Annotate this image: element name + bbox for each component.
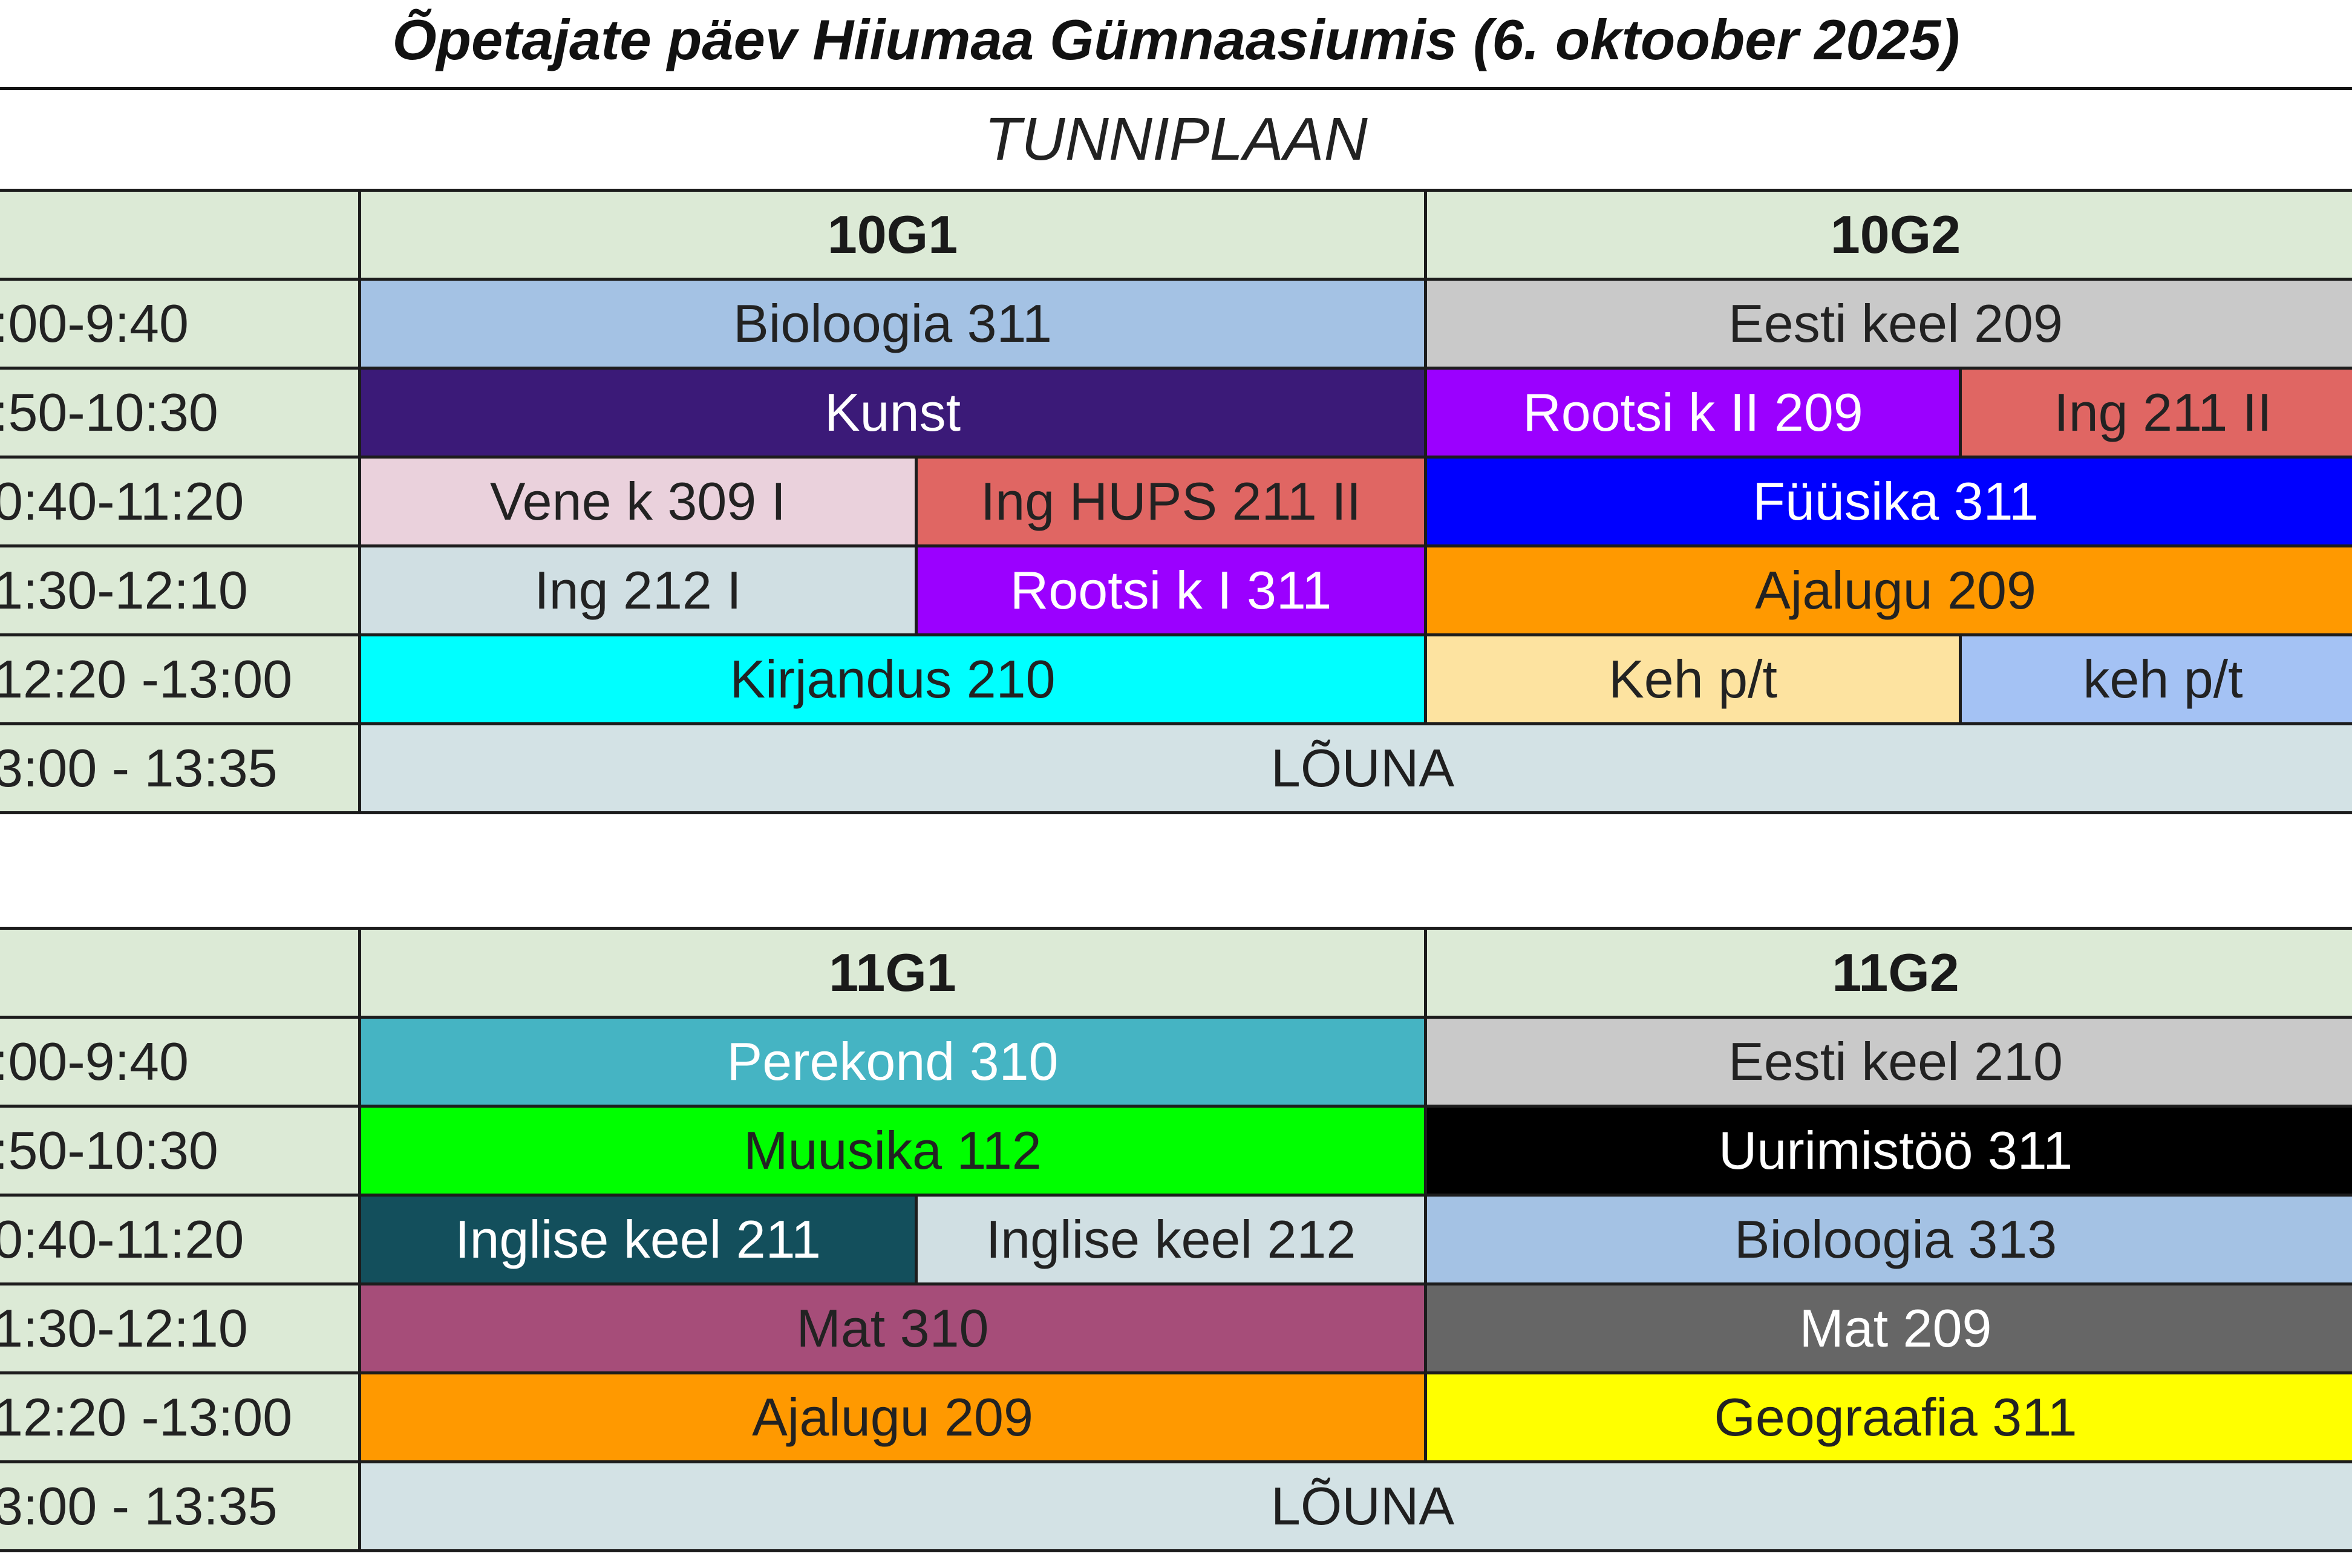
lesson-cell: Mat 209 — [1424, 1282, 2352, 1374]
time-label: :00-9:40 — [0, 293, 189, 353]
time-cell: 1:30-12:10 — [0, 1282, 361, 1374]
lesson-cell: Rootsi k II 209 — [1424, 367, 1962, 459]
time-label: 3:00 - 13:35 — [0, 1476, 278, 1536]
time-cell: 3:00 - 13:35 — [0, 1460, 361, 1552]
lesson-cell: Rootsi k I 311 — [915, 544, 1427, 636]
lesson-cell: Mat 310 — [358, 1282, 1428, 1374]
lesson-cell: Geograafia 311 — [1424, 1371, 2352, 1463]
time-label: 3:00 - 13:35 — [0, 738, 278, 798]
time-cell: 0:40-11:20 — [0, 1194, 361, 1285]
page-title: Õpetajate päev Hiiumaa Gümnaasiumis (6. … — [392, 8, 1960, 71]
timetable-10th-grade: 10G1 10G2 :00-9:40 Bioloogia 311 Eesti keel … — [0, 189, 2352, 814]
timetable-11th-grade: 11G1 11G2 :00-9:40 Perekond 310 Eesti keel 2… — [0, 927, 2352, 1552]
lunch-row: 3:00 - 13:35 LÕUNA — [0, 1460, 2352, 1552]
lesson-row: 1:30-12:10 Ing 212 I Rootsi k I 311 Ajalugu… — [0, 544, 2352, 636]
lunch-cell: LÕUNA — [358, 1460, 2352, 1552]
time-cell: 0:40-11:20 — [0, 456, 361, 547]
time-label: 0:40-11:20 — [0, 1209, 244, 1269]
lesson-cell: Vene k 309 I — [358, 456, 918, 547]
time-cell: 12:20 -13:00 — [0, 1371, 361, 1463]
lesson-cell: Inglise keel 211 — [358, 1194, 918, 1285]
time-cell: 12:20 -13:00 — [0, 633, 361, 725]
class-header: 11G2 — [1424, 927, 2352, 1019]
class-header: 10G2 — [1424, 189, 2352, 281]
lesson-row: 0:40-11:20 Inglise keel 211 Inglise keel 2… — [0, 1194, 2352, 1285]
lesson-cell: Ajalugu 209 — [1424, 544, 2352, 636]
time-label: :50-10:30 — [0, 382, 218, 442]
header-row: 11G1 11G2 — [0, 927, 2352, 1019]
lesson-cell: Kirjandus 210 — [358, 633, 1427, 725]
page-subtitle: TUNNIPLAAN — [984, 105, 1368, 173]
time-label: 12:20 -13:00 — [0, 649, 293, 709]
lesson-row: 12:20 -13:00 Kirjandus 210 Keh p/t keh p/t — [0, 633, 2352, 725]
lesson-cell: Inglise keel 212 — [914, 1194, 1428, 1285]
lesson-cell: Ing 212 I — [358, 544, 918, 636]
lesson-row: :50-10:30 Kunst Rootsi k II 209 Ing 211 II — [0, 367, 2352, 459]
header-row: 10G1 10G2 — [0, 189, 2352, 281]
time-label: 12:20 -13:00 — [0, 1387, 293, 1447]
time-cell: 1:30-12:10 — [0, 544, 361, 636]
lesson-row: :00-9:40 Bioloogia 311 Eesti keel 209 — [0, 278, 2352, 370]
lesson-cell: Ing HUPS 211 II — [915, 456, 1427, 547]
lesson-cell: Muusika 112 — [358, 1105, 1428, 1197]
time-cell: :50-10:30 — [0, 1105, 361, 1197]
class-header: 11G1 — [358, 927, 1428, 1019]
time-label: :00-9:40 — [0, 1031, 189, 1091]
lesson-row: :00-9:40 Perekond 310 Eesti keel 210 — [0, 1016, 2352, 1108]
lesson-cell: keh p/t — [1959, 633, 2352, 725]
time-cell: 3:00 - 13:35 — [0, 722, 361, 814]
lunch-cell: LÕUNA — [358, 722, 2352, 814]
lesson-cell: Uurimistöö 311 — [1424, 1105, 2352, 1197]
time-cell: :00-9:40 — [0, 278, 361, 370]
lesson-cell: Keh p/t — [1424, 633, 1962, 725]
lesson-cell: Ing 211 II — [1959, 367, 2352, 459]
lesson-cell: Perekond 310 — [358, 1016, 1428, 1108]
time-column-header — [0, 927, 361, 1019]
lesson-row: 1:30-12:10 Mat 310 Mat 209 — [0, 1282, 2352, 1374]
lesson-cell: Bioloogia 311 — [358, 278, 1427, 370]
time-label: 1:30-12:10 — [0, 560, 248, 620]
time-label: 0:40-11:20 — [0, 471, 244, 531]
time-label: :50-10:30 — [0, 1120, 218, 1180]
lunch-row: 3:00 - 13:35 LÕUNA — [0, 722, 2352, 814]
time-cell: :00-9:40 — [0, 1016, 361, 1108]
class-header: 10G1 — [358, 189, 1427, 281]
lesson-cell: Eesti keel 210 — [1424, 1016, 2352, 1108]
title-divider — [0, 87, 2352, 90]
lesson-cell: Kunst — [358, 367, 1427, 459]
lesson-cell: Bioloogia 313 — [1424, 1194, 2352, 1285]
lesson-cell: Eesti keel 209 — [1424, 278, 2352, 370]
lesson-row: 12:20 -13:00 Ajalugu 209 Geograafia 311 — [0, 1371, 2352, 1463]
time-column-header — [0, 189, 361, 281]
time-cell: :50-10:30 — [0, 367, 361, 459]
lesson-cell: Füüsika 311 — [1424, 456, 2352, 547]
lesson-cell: Ajalugu 209 — [358, 1371, 1428, 1463]
time-label: 1:30-12:10 — [0, 1298, 248, 1358]
lesson-row: 0:40-11:20 Vene k 309 I Ing HUPS 211 II Füü… — [0, 456, 2352, 547]
lesson-row: :50-10:30 Muusika 112 Uurimistöö 311 — [0, 1105, 2352, 1197]
